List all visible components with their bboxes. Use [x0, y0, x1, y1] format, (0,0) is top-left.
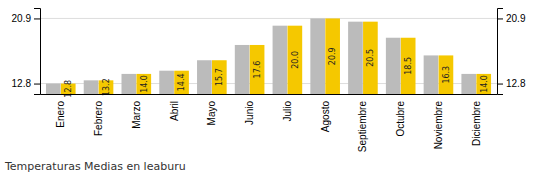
data-labels: 12.8 13.2 14.0 14.4 15.7 17.6 20.0 20.9 20.5 18.5… — [64, 47, 488, 97]
x-tick: Junio — [244, 94, 255, 125]
y2-tick-label: 20.9 — [506, 13, 526, 24]
bar — [439, 55, 454, 94]
bar — [310, 18, 325, 94]
x-tick: Mayo — [206, 94, 217, 125]
x-tick-label: Noviembre — [433, 101, 444, 150]
x-tick-label: Octubre — [395, 101, 406, 137]
x-tick: Abril — [169, 94, 180, 121]
x-tick-label: Enero — [55, 101, 66, 128]
grid-line — [40, 18, 497, 19]
y2-axis-line — [498, 9, 504, 95]
bar — [136, 74, 151, 94]
bar — [84, 80, 99, 94]
y2-tick-mark — [497, 18, 503, 19]
bar — [174, 71, 189, 94]
data-label: 14.4 — [177, 73, 186, 91]
data-label: 20.0 — [291, 51, 300, 69]
plot: 12.8 13.2 14.0 14.4 15.7 17.6 20.0 20.9 20.5 18.5… — [12, 9, 526, 153]
data-label: 13.2 — [102, 78, 111, 96]
data-label: 20.9 — [328, 47, 337, 65]
y2-tick: 12.8 — [497, 78, 526, 89]
x-tick-label: Mayo — [206, 101, 217, 126]
data-label: 17.6 — [253, 61, 262, 79]
bar — [363, 22, 378, 94]
x-tick-label: Junio — [244, 101, 255, 125]
y2-tick-label: 12.8 — [506, 78, 526, 89]
data-label: 16.3 — [442, 66, 451, 84]
x-tick: Agosto — [320, 94, 331, 132]
data-label: 20.5 — [366, 49, 375, 67]
x-tick-label: Agosto — [320, 101, 331, 133]
data-label: 18.5 — [404, 57, 413, 75]
bar — [424, 55, 439, 94]
x-tick: Marzo — [131, 94, 142, 129]
bar — [212, 60, 227, 94]
x-tick: Noviembre — [433, 94, 444, 149]
bar — [348, 22, 363, 94]
y-axis-line — [34, 9, 41, 95]
y-tick-mark — [34, 18, 40, 19]
data-label: 12.8 — [64, 80, 73, 98]
x-tick: Julio — [282, 94, 293, 122]
x-tick: Enero — [55, 94, 66, 128]
data-label: 14.0 — [140, 75, 149, 93]
bar — [122, 74, 137, 94]
bar — [159, 71, 174, 94]
bar — [250, 45, 265, 94]
x-tick: Diciembre — [471, 94, 482, 146]
y-tick: 20.9 — [12, 13, 40, 24]
x-tick-label: Marzo — [131, 101, 142, 129]
x-tick-label: Julio — [282, 101, 293, 122]
bar — [273, 26, 288, 94]
data-label: 14.0 — [480, 75, 489, 93]
x-tick: Septiembre — [357, 94, 368, 152]
x-axis: Enero Febrero Marzo Abril Mayo Junio Julio Agos… — [41, 94, 498, 152]
bar — [288, 26, 303, 94]
chart: 12.8 13.2 14.0 14.4 15.7 17.6 20.0 20.9 20.5 18.5… — [0, 0, 537, 174]
x-tick-label: Abril — [169, 101, 180, 121]
x-tick: Octubre — [395, 94, 406, 137]
bar — [197, 60, 212, 94]
y-tick-label: 12.8 — [12, 78, 32, 89]
x-tick-label: Diciembre — [471, 101, 482, 146]
y-axis: 12.8 20.9 — [12, 9, 41, 95]
bar-series — [61, 18, 491, 94]
title: Temperaturas Medias en leaburu — [4, 160, 186, 173]
y-tick: 12.8 — [12, 78, 40, 89]
y2-tick-mark — [497, 84, 503, 85]
bar — [325, 18, 340, 94]
bar — [46, 84, 61, 94]
y2-tick: 20.9 — [497, 13, 526, 24]
x-tick-label: Febrero — [93, 101, 104, 136]
x-axis-line — [41, 94, 498, 95]
bar — [476, 74, 491, 94]
bar — [461, 74, 476, 94]
y-tick-mark — [34, 84, 40, 85]
bar — [386, 38, 401, 94]
bar — [235, 45, 250, 94]
y-tick-label: 20.9 — [12, 13, 32, 24]
x-tick: Febrero — [93, 94, 104, 136]
y2-axis: 12.8 20.9 — [497, 9, 526, 95]
data-label: 15.7 — [215, 68, 224, 86]
x-tick-label: Septiembre — [357, 101, 368, 153]
bar — [401, 38, 416, 94]
bars — [46, 18, 491, 94]
